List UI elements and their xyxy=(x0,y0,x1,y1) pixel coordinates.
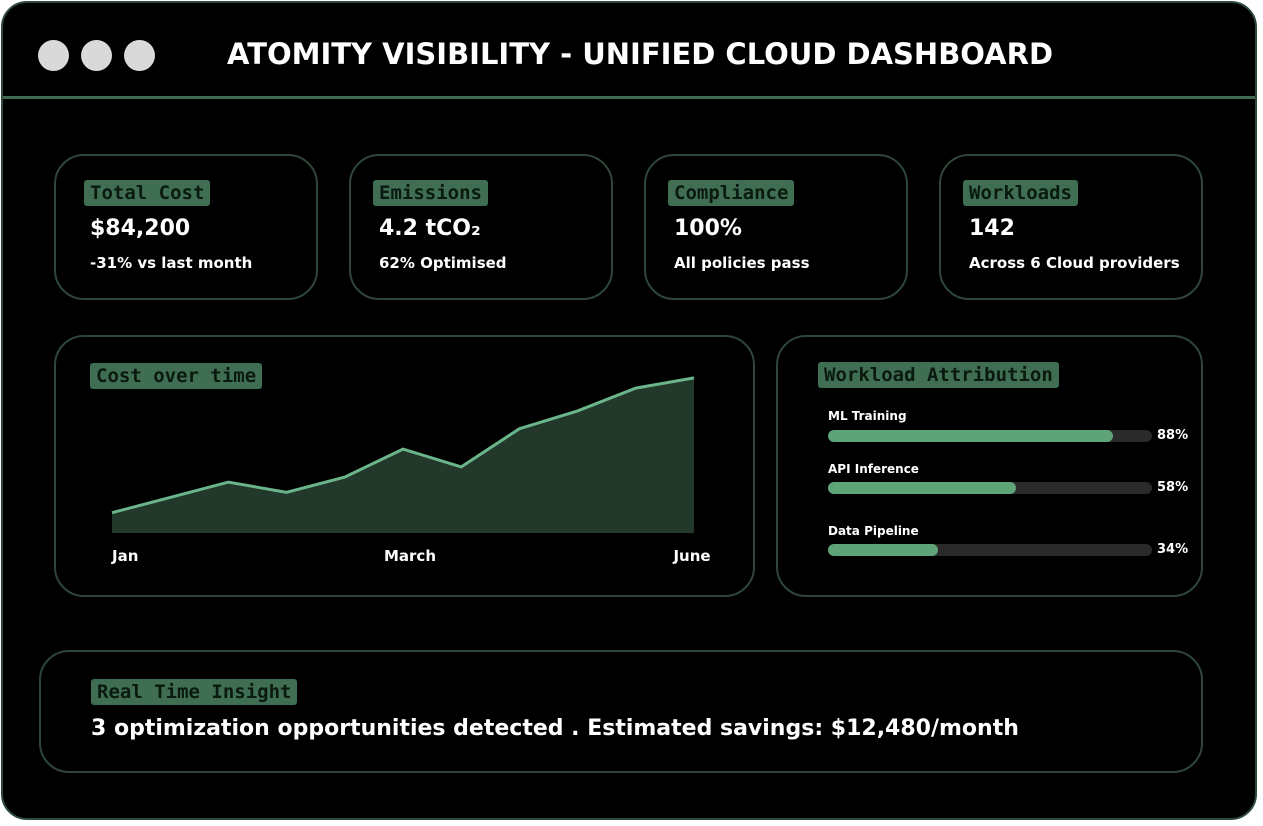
bar-label: Data Pipeline xyxy=(828,524,919,538)
stat-value: 100% xyxy=(674,216,742,241)
stat-tag: Workloads xyxy=(963,180,1078,206)
chart-x-tick-label: June xyxy=(672,547,710,565)
chart-area-fill xyxy=(112,377,694,533)
stat-card-compliance: Compliance 100% All policies pass xyxy=(644,154,908,300)
bar-percent: 88% xyxy=(1157,428,1189,443)
cost-chart-card: Cost over time Jan March June xyxy=(54,335,755,597)
stat-card-workloads: Workloads 142 Across 6 Cloud providers xyxy=(939,154,1203,300)
stat-tag: Emissions xyxy=(373,180,488,206)
stat-subtitle: Across 6 Cloud providers xyxy=(969,254,1180,272)
stat-card-total-cost: Total Cost $84,200 -31% vs last month xyxy=(54,154,318,300)
chart-x-tick-label: March xyxy=(384,547,436,565)
stat-subtitle: 62% Optimised xyxy=(379,254,507,272)
stat-value: $84,200 xyxy=(90,216,191,241)
attribution-card: Workload Attribution ML Training 88% API… xyxy=(776,335,1203,597)
insight-tag: Real Time Insight xyxy=(91,679,298,705)
window-close-dot[interactable] xyxy=(38,40,69,71)
chart-x-tick-label: Jan xyxy=(111,547,138,565)
stat-value: 4.2 tCO₂ xyxy=(379,216,481,241)
stat-subtitle: All policies pass xyxy=(674,254,810,272)
stat-value: 142 xyxy=(969,216,1015,241)
stat-subtitle: -31% vs last month xyxy=(90,254,253,272)
cost-chart: Jan March June xyxy=(111,376,711,565)
insight-text: 3 optimization opportunities detected . … xyxy=(91,716,1019,741)
stat-card-emissions: Emissions 4.2 tCO₂ 62% Optimised xyxy=(349,154,613,300)
chart-x-ticks: Jan March June xyxy=(111,547,711,565)
bar-label: API Inference xyxy=(828,462,919,476)
bar-track-data-pipeline xyxy=(828,544,1152,556)
window-minimize-dot[interactable] xyxy=(81,40,112,71)
stat-tag: Total Cost xyxy=(84,180,211,206)
app-title: ATOMITY VISIBILITY - UNIFIED CLOUD DASHB… xyxy=(227,37,1054,71)
title-bar: ATOMITY VISIBILITY - UNIFIED CLOUD DASHB… xyxy=(3,3,1255,99)
bar-track-api-inference xyxy=(828,482,1152,494)
bar-fill xyxy=(828,430,1114,442)
chart-series-line xyxy=(111,376,695,515)
bar-percent: 58% xyxy=(1157,480,1189,495)
bar-label: ML Training xyxy=(828,409,907,423)
bar-fill xyxy=(828,544,939,556)
window-maximize-dot[interactable] xyxy=(124,40,155,71)
bar-track-ml-training xyxy=(828,430,1152,442)
insight-card: Real Time Insight 3 optimization opportu… xyxy=(39,650,1203,773)
stat-tag: Compliance xyxy=(668,180,795,206)
bar-fill xyxy=(828,482,1016,494)
bar-percent: 34% xyxy=(1157,542,1189,557)
chart-tag: Cost over time xyxy=(90,363,263,389)
attribution-tag: Workload Attribution xyxy=(818,362,1059,388)
